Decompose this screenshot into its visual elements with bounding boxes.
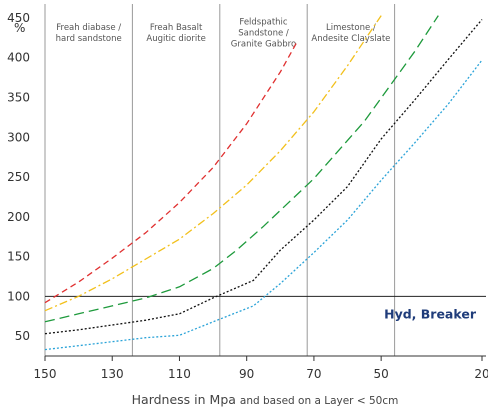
zone-label-line: Sandstone /: [238, 29, 289, 39]
zone-label: Limestone / Andesite Clayslate: [311, 23, 390, 44]
x-axis-label: Hardness in Mpa: [132, 392, 236, 407]
zone-label-line: Feldspathic: [239, 18, 288, 28]
zone-label-line: Augitic diorite: [146, 34, 205, 44]
y-tick-label: 200: [7, 210, 30, 224]
series-line: [44, 19, 483, 335]
zone-label-line: Andesite Clayslate: [311, 34, 390, 44]
zone-label: Freah diabase / hard sandstone: [56, 23, 122, 44]
zone-label: Freah Basalt Augitic diorite: [146, 23, 205, 44]
x-tick-label: 20: [474, 367, 488, 381]
x-axis-label-note: and based on a Layer < 50cm: [240, 395, 398, 407]
series-line: [44, 15, 439, 323]
y-tick-label: 50: [15, 329, 30, 343]
zone-label-line: Limestone /: [326, 23, 376, 33]
zone-label-line: Freah Basalt: [150, 23, 203, 33]
x-axis-title: Hardness in Mpa and based on a Layer < 5…: [132, 392, 399, 407]
x-tick-label: 110: [168, 367, 191, 381]
series-line: [44, 41, 298, 304]
reference-line-label: Hyd, Breaker: [384, 306, 477, 321]
x-tick-label: 70: [306, 367, 321, 381]
x-tick-label: 150: [34, 367, 57, 381]
zone-label: Feldspathic Sandstone / Granite Gabbro: [231, 18, 296, 50]
reference-line-group: Hyd, Breaker: [45, 295, 486, 321]
y-tick-label: 450: [7, 11, 30, 25]
x-tick-label: 50: [374, 367, 389, 381]
y-tick-label: 300: [7, 130, 30, 144]
y-tick-label: 250: [7, 170, 30, 184]
y-tick-label: 400: [7, 51, 30, 65]
rock-zones: Freah diabase / hard sandstone Freah Basal…: [56, 4, 396, 356]
chart-axes: 50 100 150 200 250 300 350 400 450 150 130 110 90 70 5…: [7, 4, 488, 381]
zone-label-line: Freah diabase /: [56, 23, 121, 33]
y-tick-label: 150: [7, 250, 30, 264]
series-line: [44, 59, 483, 351]
x-tick-label: 90: [239, 367, 254, 381]
y-tick-label: 100: [7, 289, 30, 303]
series-line: [44, 15, 382, 312]
y-axis-label: %: [14, 21, 25, 35]
series-lines: [44, 15, 483, 351]
zone-label-line: Granite Gabbro: [231, 40, 296, 50]
y-tick-label: 350: [7, 90, 30, 104]
zone-label-line: hard sandstone: [56, 34, 122, 44]
x-tick-label: 130: [101, 367, 124, 381]
